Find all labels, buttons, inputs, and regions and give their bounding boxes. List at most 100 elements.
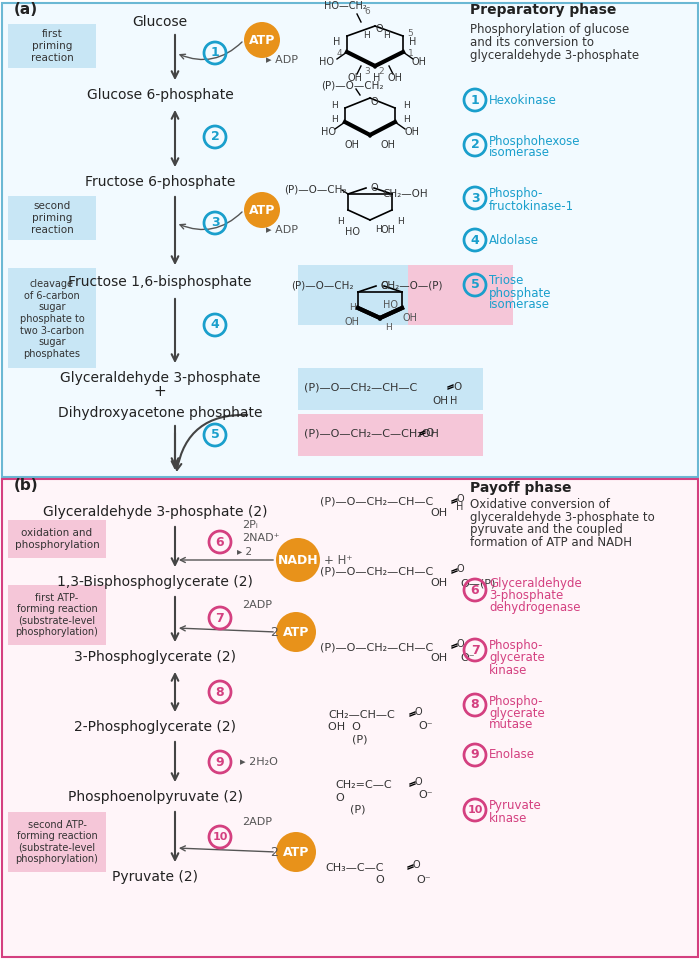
Text: first ATP-
forming reaction
(substrate-level
phosphorylation): first ATP- forming reaction (substrate-l…: [15, 592, 99, 637]
Text: 6: 6: [470, 584, 480, 596]
Text: 1: 1: [470, 93, 480, 107]
Text: kinase: kinase: [489, 663, 527, 677]
Text: (P)—O—CH₂—CH—C: (P)—O—CH₂—CH—C: [320, 567, 433, 577]
Text: Glyceraldehyde 3-phosphate: Glyceraldehyde 3-phosphate: [60, 371, 260, 385]
Text: formation of ATP and NADH: formation of ATP and NADH: [470, 537, 632, 549]
Text: 6: 6: [364, 7, 370, 15]
Text: Glucose 6-phosphate: Glucose 6-phosphate: [87, 88, 233, 102]
Text: CH₃—C—C: CH₃—C—C: [325, 863, 384, 873]
Text: HO—CH₂: HO—CH₂: [323, 1, 366, 11]
Text: 2: 2: [211, 131, 219, 143]
Text: 2: 2: [270, 626, 278, 638]
Text: (P)—O—CH₂: (P)—O—CH₂: [290, 281, 354, 291]
Text: kinase: kinase: [489, 811, 527, 825]
Text: (P)—O—CH₂—C—CH₂OH: (P)—O—CH₂—C—CH₂OH: [304, 429, 439, 439]
Text: (P)—O—CH₂—CH—C: (P)—O—CH₂—CH—C: [320, 497, 433, 507]
Text: H: H: [397, 218, 403, 227]
Text: fructokinase-1: fructokinase-1: [489, 200, 574, 212]
Text: Pyruvate (2): Pyruvate (2): [112, 870, 198, 884]
Text: Hexokinase: Hexokinase: [489, 93, 557, 107]
Text: second ATP-
forming reaction
(substrate-level
phosphorylation): second ATP- forming reaction (substrate-…: [15, 820, 99, 864]
Text: Aldolase: Aldolase: [489, 233, 539, 247]
Text: (P)—O—CH₂: (P)—O—CH₂: [321, 80, 384, 90]
Text: ▸ 2H₂O: ▸ 2H₂O: [240, 757, 278, 767]
Text: OH: OH: [388, 73, 402, 83]
Text: 2: 2: [270, 846, 278, 858]
Text: O: O: [380, 281, 388, 291]
Text: HO: HO: [382, 300, 398, 310]
Text: O: O: [456, 494, 464, 504]
Circle shape: [276, 538, 320, 582]
Text: OH: OH: [344, 140, 360, 150]
Text: HO: HO: [321, 127, 335, 137]
Text: (P)—O—CH₂—CH—C: (P)—O—CH₂—CH—C: [320, 642, 433, 652]
Text: glyceraldehyde 3-phosphate: glyceraldehyde 3-phosphate: [470, 50, 639, 62]
Text: 8: 8: [216, 685, 224, 699]
Text: second
priming
reaction: second priming reaction: [31, 202, 74, 234]
Text: O: O: [456, 639, 464, 649]
Circle shape: [276, 832, 316, 872]
Bar: [8, 585, 106, 645]
Bar: [408, 265, 513, 325]
Text: ATP: ATP: [283, 846, 309, 858]
Text: CH₂=C—C: CH₂=C—C: [335, 780, 391, 790]
Text: Dihydroxyacetone phosphate: Dihydroxyacetone phosphate: [57, 406, 262, 420]
Circle shape: [276, 612, 316, 652]
Text: H: H: [384, 32, 391, 40]
Text: ▸ ADP: ▸ ADP: [266, 55, 298, 65]
Text: H: H: [450, 396, 457, 406]
Text: O: O: [370, 183, 378, 193]
Text: 2: 2: [470, 138, 480, 152]
Text: glycerate: glycerate: [489, 707, 545, 719]
Text: cleavage
of 6-carbon
sugar
phosphate to
two 3-carbon
sugar
phosphates: cleavage of 6-carbon sugar phosphate to …: [20, 279, 85, 359]
Text: (P)—O—CH₂—CH—C: (P)—O—CH₂—CH—C: [304, 383, 417, 393]
Text: ▸ 2: ▸ 2: [237, 547, 252, 557]
Text: 5: 5: [211, 428, 219, 442]
Text: 7: 7: [216, 612, 225, 625]
Text: H: H: [349, 303, 356, 313]
Bar: [2, 479, 698, 957]
Text: Glyceraldehyde 3-phosphate (2): Glyceraldehyde 3-phosphate (2): [43, 505, 267, 519]
Text: 2-Phosphoglycerate (2): 2-Phosphoglycerate (2): [74, 720, 236, 734]
Text: O: O: [425, 428, 433, 438]
Text: CH₂—OH: CH₂—OH: [382, 189, 428, 199]
Text: 7: 7: [470, 643, 480, 657]
Text: Phosphorylation of glucose: Phosphorylation of glucose: [470, 23, 629, 36]
Text: 5: 5: [407, 30, 413, 38]
Text: dehydrogenase: dehydrogenase: [489, 602, 580, 614]
Text: OH  O: OH O: [328, 722, 361, 732]
Text: OH: OH: [430, 578, 447, 588]
Text: (b): (b): [14, 477, 38, 492]
Text: OH: OH: [347, 73, 363, 83]
Text: 2ADP: 2ADP: [242, 600, 272, 610]
Text: O: O: [456, 564, 464, 574]
Bar: [298, 414, 483, 456]
Bar: [8, 520, 106, 558]
Text: OH: OH: [430, 653, 447, 663]
Text: O—(P): O—(P): [460, 578, 496, 588]
Text: 1,3-Bisphosphoglycerate (2): 1,3-Bisphosphoglycerate (2): [57, 575, 253, 589]
Text: O: O: [453, 382, 461, 392]
Text: OH: OH: [432, 396, 448, 406]
Text: H: H: [402, 102, 409, 110]
Text: 5: 5: [470, 278, 480, 292]
Text: 3-phosphate: 3-phosphate: [489, 589, 564, 603]
Text: O: O: [370, 97, 378, 107]
Text: 2: 2: [378, 67, 384, 77]
Text: OH: OH: [381, 225, 395, 235]
Text: H: H: [456, 502, 463, 512]
Text: ATP: ATP: [248, 204, 275, 217]
Text: OH: OH: [405, 127, 419, 137]
Text: Enolase: Enolase: [489, 749, 535, 761]
Circle shape: [244, 192, 280, 228]
Text: mutase: mutase: [489, 718, 533, 732]
Bar: [8, 812, 106, 872]
Text: 4: 4: [470, 233, 480, 247]
Bar: [2, 3, 698, 477]
Text: H: H: [373, 73, 381, 83]
Text: 8: 8: [470, 699, 480, 711]
Bar: [8, 24, 96, 68]
Text: O: O: [412, 860, 420, 870]
Text: NADH: NADH: [278, 554, 318, 566]
Text: Payoff phase: Payoff phase: [470, 481, 571, 495]
